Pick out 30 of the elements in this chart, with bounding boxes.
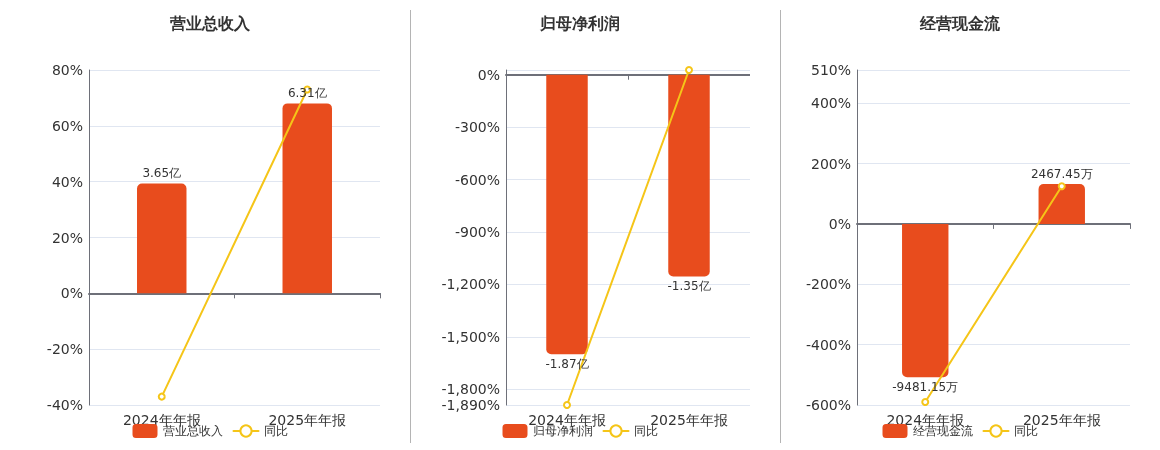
y-tick-label: -600% [454, 171, 500, 188]
chart-title: 经营现金流 [919, 13, 1001, 33]
y-tick-label: 400% [810, 95, 851, 112]
legend-label: 营业总收入 [162, 424, 223, 438]
y-tick-label: -400% [805, 336, 851, 353]
y-tick-label: 200% [810, 155, 851, 172]
y-tick-label: -20% [46, 341, 83, 358]
y-tick-label: 80% [51, 62, 83, 78]
y-tick-label: 60% [51, 117, 83, 134]
data-label: 2467.45万 [1030, 167, 1093, 182]
y-tick-label: 20% [51, 229, 83, 246]
y-tick-label: 0% [477, 66, 500, 83]
chart-title: 归母净利润 [539, 13, 620, 33]
y-tick-label: -40% [46, 397, 83, 413]
legend-label: 同比 [1013, 424, 1038, 438]
y-tick-label: -600% [805, 397, 851, 413]
y-tick-label: -1,500% [441, 328, 500, 345]
y-tick-label: 510% [810, 62, 851, 78]
data-label: 3.65亿 [142, 166, 182, 181]
y-tick-label: 0% [828, 215, 851, 232]
y-tick-label: -200% [805, 276, 851, 293]
chart-title: 营业总收入 [169, 13, 251, 33]
data-label: -1.35亿 [667, 279, 711, 294]
y-tick-label: -1,890% [441, 397, 500, 413]
y-tick-label: -1,200% [441, 276, 500, 293]
y-tick-label: -900% [454, 224, 500, 240]
y-tick-label: 40% [51, 173, 83, 190]
y-tick-label: 0% [60, 285, 83, 302]
y-tick-label: -1,800% [441, 381, 500, 398]
y-tick-label: -300% [454, 119, 500, 136]
